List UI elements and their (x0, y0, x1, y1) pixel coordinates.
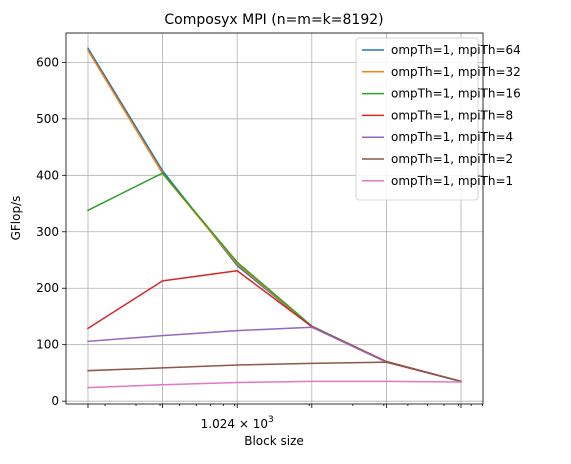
legend-label: ompTh=1, mpiTh=1 (391, 174, 513, 188)
legend-label: ompTh=1, mpiTh=64 (391, 43, 521, 57)
series-line (86, 172, 462, 383)
series-line (87, 380, 462, 389)
legend-box (355, 37, 479, 201)
legend-label: ompTh=1, mpiTh=16 (391, 87, 521, 101)
series-layer (86, 47, 462, 389)
y-tick-label: 300 (36, 225, 59, 239)
series-line (87, 326, 462, 383)
y-tick-label: 600 (36, 55, 59, 69)
series-line (87, 361, 462, 383)
y-tick-label: 100 (36, 338, 59, 352)
legend: ompTh=1, mpiTh=64 ompTh=1, mpiTh=32 ompTh=… (355, 37, 521, 201)
legend-label: ompTh=1, mpiTh=8 (391, 108, 513, 122)
x-ticks: 1.024 × 103 (87, 404, 483, 431)
y-tick-label: 0 (51, 394, 59, 408)
x-axis-label: Block size (244, 434, 304, 448)
plot-frame (65, 32, 484, 405)
legend-items: ompTh=1, mpiTh=64 ompTh=1, mpiTh=32 ompTh=… (362, 43, 521, 188)
y-tick-label: 500 (36, 112, 59, 126)
y-tick-label: 200 (36, 281, 59, 295)
x-tick-label: 1.024 × 103 (201, 415, 274, 431)
y-tick-label: 400 (36, 168, 59, 182)
y-ticks: 0 100 200 300 400 500 600 (36, 55, 66, 408)
y-axis-label: GFlop/s (9, 196, 23, 241)
chart-title: Composyx MPI (n=m=k=8192) (164, 12, 383, 28)
legend-label: ompTh=1, mpiTh=4 (391, 130, 513, 144)
legend-label: ompTh=1, mpiTh=2 (391, 152, 513, 166)
legend-label: ompTh=1, mpiTh=32 (391, 65, 521, 79)
